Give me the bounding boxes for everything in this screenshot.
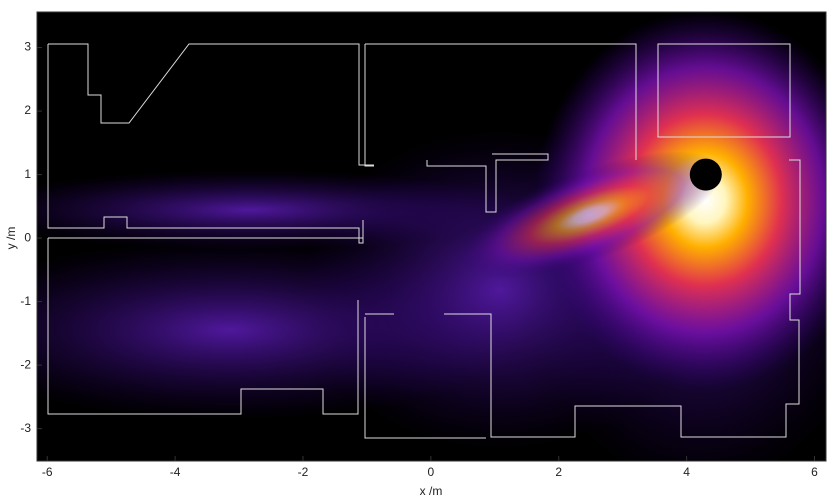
y-axis-label: y /m (4, 227, 18, 250)
x-tick-label: 2 (555, 465, 562, 479)
x-tick-label: -6 (42, 465, 53, 479)
x-axis-label: x /m (420, 484, 443, 498)
y-tick-label: -2 (20, 357, 31, 371)
heatmap-field (37, 12, 826, 461)
y-tick-label: 2 (24, 103, 31, 117)
plot-frame (36, 11, 827, 462)
y-tick-label: -1 (20, 294, 31, 308)
y-tick-label: 0 (24, 230, 31, 244)
y-tick-label: -3 (20, 421, 31, 435)
x-tick-label: -4 (170, 465, 181, 479)
x-tick-label: 6 (811, 465, 818, 479)
y-tick-label: 1 (24, 167, 31, 181)
x-tick-label: -2 (298, 465, 309, 479)
x-tick-label: 4 (683, 465, 690, 479)
floor-plan (47, 43, 801, 439)
y-tick-label: 3 (24, 40, 31, 54)
source-marker (689, 158, 722, 191)
x-tick-label: 0 (428, 465, 435, 479)
